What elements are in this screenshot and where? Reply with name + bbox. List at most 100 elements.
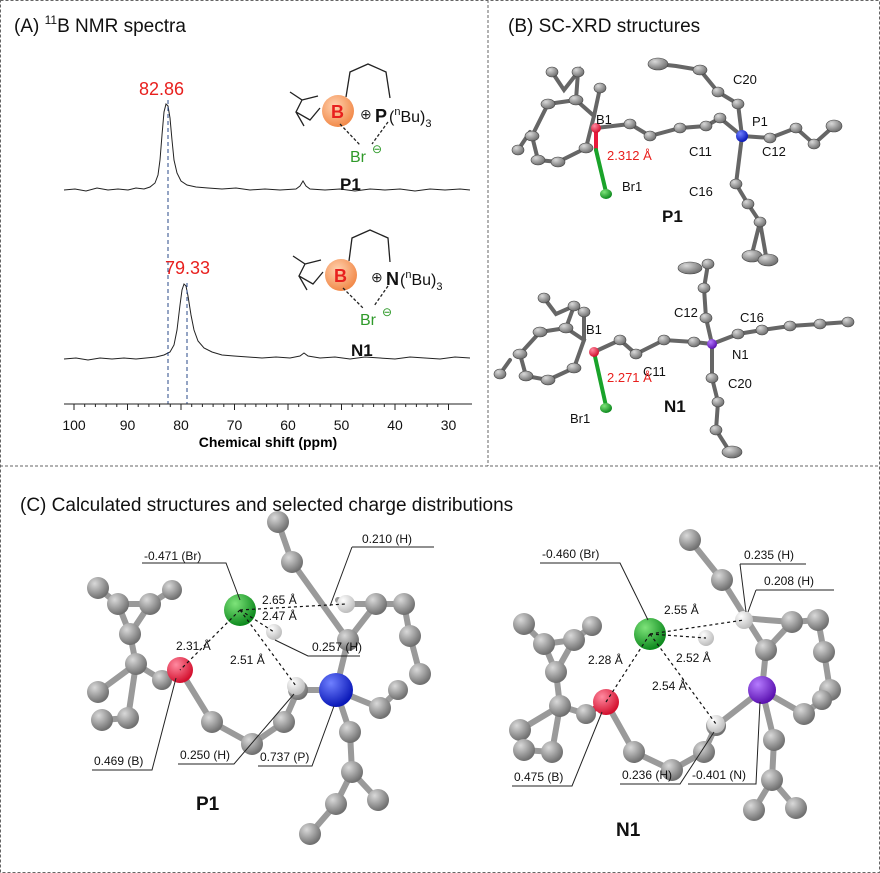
linker-p1 [345, 63, 391, 99]
crystal-atoms-p1 [511, 57, 843, 267]
calc-p1-charge-h1: 0.210 (H) [362, 532, 412, 546]
calc-n1-nitrogen-atom [748, 676, 776, 704]
calc-p1-label: P1 [196, 794, 220, 815]
calc-n1-charge-n: -0.401 (N) [692, 768, 746, 782]
x-tick-label: 60 [280, 417, 296, 433]
calc-p1-distance-3: 2.31 Å [176, 638, 211, 653]
panel-a-title: (A) 11B NMR spectra [14, 13, 186, 37]
xrd-n1-bromine-atom [600, 403, 612, 413]
boron-highlight-p1 [322, 95, 354, 127]
crystal-structure-n1 [498, 262, 850, 454]
heteroatom-p1: P [375, 106, 387, 126]
calc-p1-contacts [179, 603, 347, 687]
anion-sign-p1: ⊖ [372, 142, 382, 156]
x-tick-label: 90 [120, 417, 136, 433]
calc-n1-charge-h3: 0.236 (H) [622, 768, 672, 782]
calc-n1-charge-h1: 0.235 (H) [744, 548, 794, 562]
compound-label-n1: N1 [351, 341, 373, 360]
cation-sign-n1: ⊕ [371, 269, 383, 285]
xrd-p1-br-bond [594, 148, 608, 194]
calc-n1-distance-4: 2.54 Å [652, 678, 687, 693]
heteroatom-n1: N [386, 269, 399, 289]
calc-p1-charge-br: -0.471 (Br) [144, 549, 201, 563]
anion-sign-n1: ⊖ [382, 305, 392, 319]
spectrum-n1 [63, 283, 471, 361]
structure-n1: B ⊕ N (nBu)3 Br ⊖ N1 [292, 229, 442, 360]
panel-a: (A) 11B NMR spectra 82.86 79.33 100 90 80 7… [14, 13, 472, 450]
calc-p1-charge-h2: 0.257 (H) [312, 640, 362, 654]
xrd-p1-label: P1 [662, 207, 683, 226]
xrd-p1-bromine-atom [600, 189, 612, 199]
peak-label-p1: 82.86 [139, 79, 184, 99]
calc-n1-contacts [605, 619, 745, 725]
calc-p1-charge-p: 0.737 (P) [260, 750, 309, 764]
calc-n1-carbon-atoms [509, 529, 841, 821]
b-br-bond-p1 [339, 123, 361, 146]
xrd-n1-atom-c20: C20 [728, 376, 752, 391]
calc-structure-n1: -0.460 (Br) 0.235 (H) 0.208 (H) 0.475 (B… [509, 529, 841, 841]
xrd-n1-br-bond [592, 350, 608, 408]
calc-p1-leaders [92, 546, 434, 771]
xrd-p1-atom-c11: C11 [689, 144, 712, 159]
calc-n1-hydrogen-2 [735, 611, 753, 629]
calc-p1-distance-4: 2.51 Å [230, 652, 265, 667]
cation-sign-p1: ⊕ [360, 106, 372, 122]
calc-p1-hydrogen-2 [337, 595, 355, 613]
xrd-n1-atom-br1: Br1 [570, 411, 590, 426]
x-tick-label: 40 [387, 417, 403, 433]
xrd-n1-label: N1 [664, 397, 686, 416]
panel-c: (C) Calculated structures and selected c… [20, 495, 841, 845]
xrd-p1-atom-c16: C16 [689, 184, 713, 199]
xrd-p1-bond-length: 2.312 Å [607, 148, 652, 163]
x-ticks: 100 90 80 70 60 50 40 30 [62, 404, 456, 433]
structure-p1: B ⊕ P (nBu)3 Br ⊖ P1 [289, 63, 431, 194]
xrd-n1-atom-n1: N1 [732, 347, 749, 362]
peak-label-n1: 79.33 [165, 258, 210, 278]
calc-p1-distance-1: 2.65 Å [262, 592, 297, 607]
x-tick-label: 30 [441, 417, 457, 433]
xrd-n1-boron-atom [589, 347, 599, 357]
xrd-n1-butyl-1 [701, 262, 714, 346]
halide-p1: Br [350, 149, 367, 166]
crystal-atoms-n1 [493, 258, 855, 459]
panel-b-title: (B) SC-XRD structures [508, 16, 700, 37]
substituent-n1: (nBu)3 [400, 269, 442, 293]
xrd-n1-atom-c11: C11 [643, 364, 666, 379]
b-br-bond-n1 [342, 287, 364, 309]
calc-p1-hydrogen-3 [266, 624, 282, 640]
boron-atom-p1: B [331, 102, 344, 122]
x-axis-label: Chemical shift (ppm) [199, 434, 337, 450]
xrd-n1-nitrogen-atom [707, 339, 717, 349]
substituent-p1: (nBu)3 [389, 106, 431, 130]
calc-n1-distance-2: 2.52 Å [676, 650, 711, 665]
calc-n1-leaders [512, 562, 834, 787]
bicyclic-p1 [289, 91, 321, 127]
x-tick-label: 100 [62, 417, 86, 433]
calc-p1-hydrogen-1 [287, 677, 305, 695]
calc-n1-charge-h2: 0.208 (H) [764, 574, 814, 588]
x-tick-label: 70 [227, 417, 243, 433]
xrd-n1-atom-b1: B1 [586, 322, 602, 337]
calc-structure-p1: -0.471 (Br) 0.210 (H) 0.257 (H) 0.469 (B… [87, 511, 434, 845]
calc-p1-carbon-atoms [87, 511, 431, 845]
xrd-p1-butyl-1 [656, 62, 744, 138]
xrd-n1-atom-c16: C16 [740, 310, 764, 325]
calc-p1-bonds [95, 519, 423, 837]
calc-n1-hydrogen-1 [707, 715, 725, 733]
panel-b: (B) SC-XRD structures B1 [493, 16, 855, 459]
calc-n1-distance-1: 2.55 Å [664, 602, 699, 617]
calc-p1-charge-h3: 0.250 (H) [180, 748, 230, 762]
x-tick-label: 80 [173, 417, 189, 433]
xrd-p1-atom-br1: Br1 [622, 179, 642, 194]
calc-p1-charge-b: 0.469 (B) [94, 754, 143, 768]
spectrum-p1 [63, 103, 471, 192]
calc-n1-label: N1 [616, 820, 641, 841]
crystal-structure-p1 [516, 62, 836, 262]
calc-n1-charge-br: -0.460 (Br) [542, 547, 599, 561]
calc-p1-distance-2: 2.47 Å [262, 608, 297, 623]
calc-n1-charge-b: 0.475 (B) [514, 770, 563, 784]
compound-label-p1: P1 [340, 175, 361, 194]
xrd-p1-atom-b1: B1 [596, 112, 612, 127]
